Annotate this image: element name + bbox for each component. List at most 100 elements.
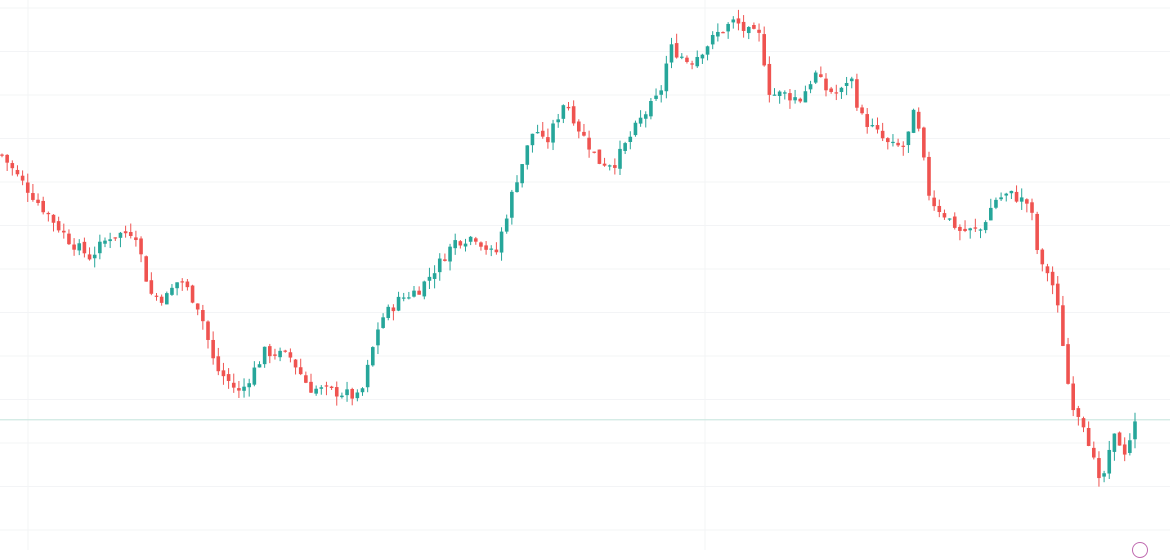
candle-up [365,364,370,388]
candle-up [680,56,684,58]
candle-up [989,207,993,221]
candle-down [788,93,792,101]
candle-down [1081,418,1086,428]
candle-up [716,31,720,37]
candle-down [875,125,880,130]
candle-down [180,281,185,283]
candle-up [468,236,473,242]
candle-up [1102,473,1106,477]
candle-up [340,395,344,398]
candle-up [994,199,998,208]
candle-up [906,131,911,146]
candle-down [1076,408,1081,417]
candle-down [952,216,957,228]
candle-down [592,151,597,153]
candle-up [108,239,112,242]
candle-up [396,296,401,311]
candle-up [319,387,324,389]
candle-up [1128,440,1132,453]
candle-down [46,212,51,215]
candle-down [880,130,885,139]
candle-up [793,97,797,101]
candle-down [942,213,947,218]
candle-down [1117,432,1122,446]
candle-up [453,240,457,249]
candle-down [540,130,545,137]
candle-down [195,303,200,310]
candle-down [113,237,118,239]
candle-up [355,392,360,399]
candle-down [87,254,92,260]
candle-up [520,164,524,184]
candle-down [736,18,741,24]
candle-down [190,285,195,303]
candle-down [67,233,71,245]
candle-up [772,94,777,96]
candle-down [1035,213,1039,251]
candle-down [824,78,828,91]
candle-up [463,243,468,247]
candle-down [268,346,272,357]
candle-up [633,122,638,136]
candle-up [849,78,854,82]
candle-up [1133,421,1137,440]
candle-down [288,352,293,358]
candle-up [165,293,169,305]
candle-up [947,218,952,220]
candle-down [51,214,56,223]
candle-down [752,24,756,29]
candle-down [484,245,488,250]
candle-down [293,359,298,368]
candle-down [937,205,942,213]
candle-up [803,91,808,103]
candle-down [546,137,550,143]
candle-up [891,141,895,144]
candle-down [587,137,591,150]
candle-up [422,281,427,297]
candle-up [525,145,530,165]
candle-down [221,370,226,377]
candle-down [886,138,890,143]
candle-down [741,21,746,31]
candle-down [149,280,154,294]
candle-down [963,228,967,232]
candle-up [783,92,787,94]
candle-up [448,246,452,262]
candle-down [571,106,576,124]
candle-up [1112,433,1117,452]
candle-up [386,306,391,318]
candle-up [556,119,560,123]
candle-down [309,381,313,393]
candle-down [41,200,45,213]
candle-up [978,229,983,231]
candle-down [494,249,499,253]
candle-up [252,367,257,385]
candle-down [1061,305,1065,346]
candle-up [551,123,555,143]
candle-down [159,296,164,303]
candle-up [669,44,674,63]
candle-up [628,136,633,142]
candle-down [134,237,138,241]
candle-down [762,34,766,66]
candle-down [922,127,926,158]
candle-up [1107,449,1112,474]
candle-up [638,117,643,124]
candle-up [499,231,504,253]
candle-down [1097,458,1101,479]
candle-up [504,218,509,232]
candle-down [855,79,859,108]
candle-up [649,100,653,117]
candle-up [278,350,282,358]
candle-down [216,356,221,372]
candle-up [664,63,669,92]
candle-down [674,43,679,58]
candle-up [654,95,658,99]
candle-up [262,346,267,365]
candle-up [695,56,700,67]
candle-down [334,387,339,397]
candle-down [283,350,288,352]
candle-up [407,297,411,299]
